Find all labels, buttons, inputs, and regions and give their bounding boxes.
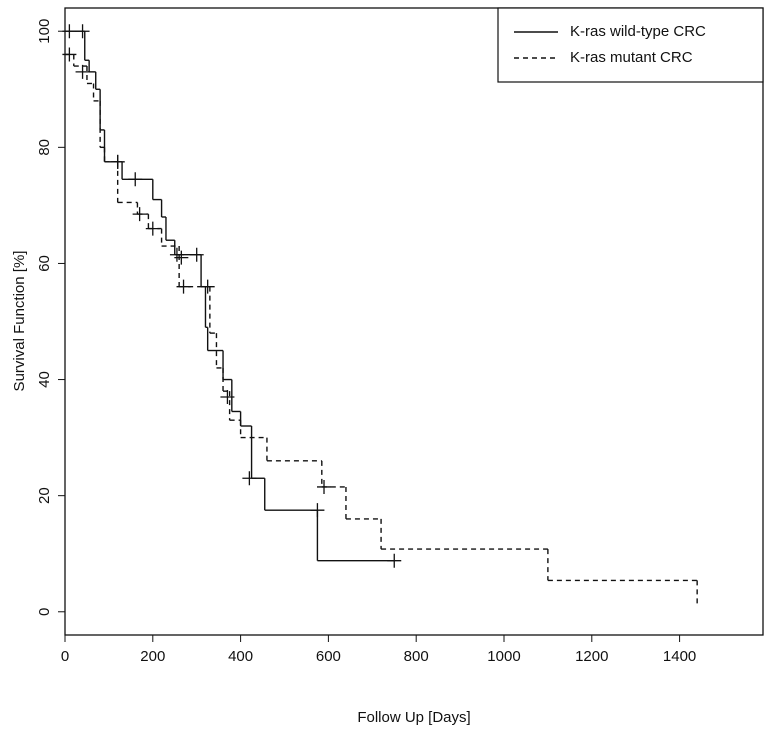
y-tick-label: 100 (36, 19, 53, 44)
censor-mark (110, 154, 125, 169)
y-tick-label: 80 (36, 139, 53, 156)
censor-mark (75, 24, 90, 39)
censor-mark (128, 172, 143, 187)
y-tick-label: 40 (36, 371, 53, 388)
censor-mark (132, 207, 147, 222)
censor-mark (220, 389, 235, 404)
y-tick-label: 0 (36, 608, 53, 616)
censor-mark (75, 64, 90, 79)
x-axis-label: Follow Up [Days] (357, 709, 470, 726)
legend-label: K-ras wild-type CRC (570, 23, 706, 40)
legend-label: K-ras mutant CRC (570, 49, 693, 66)
censor-mark (387, 553, 402, 568)
censor-mark (310, 503, 325, 518)
x-tick-label: 0 (61, 648, 69, 665)
censor-mark (176, 279, 191, 294)
censor-mark (174, 250, 189, 265)
censor-mark (62, 47, 77, 62)
x-tick-label: 600 (316, 648, 341, 665)
censor-mark (242, 471, 257, 486)
x-tick-label: 1200 (575, 648, 608, 665)
censor-mark (62, 24, 77, 39)
y-tick-label: 20 (36, 487, 53, 504)
x-tick-label: 200 (140, 648, 165, 665)
y-tick-label: 60 (36, 255, 53, 272)
plot-frame (64, 7, 764, 636)
x-tick-label: 800 (404, 648, 429, 665)
censor-mark (317, 479, 332, 494)
censor-mark (189, 247, 204, 262)
x-tick-label: 1000 (487, 648, 520, 665)
x-tick-label: 1400 (663, 648, 696, 665)
y-axis-label: Survival Function [%] (11, 251, 28, 392)
x-tick-label: 400 (228, 648, 253, 665)
legend-box (497, 7, 764, 83)
censor-mark (145, 221, 160, 236)
